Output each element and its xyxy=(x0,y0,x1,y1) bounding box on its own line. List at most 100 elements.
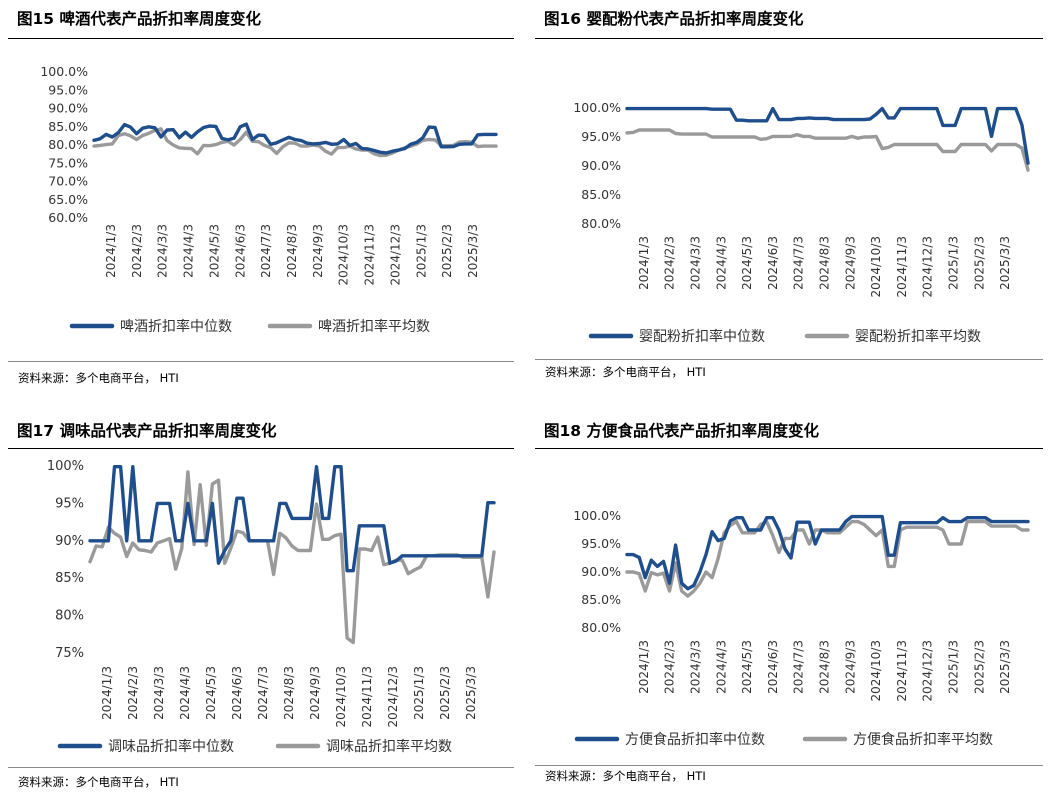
x-tick-label: 2025/3/3 xyxy=(998,236,1012,290)
x-tick-label: 2024/10/3 xyxy=(869,236,883,298)
legend-label: 调味品折扣率平均数 xyxy=(326,738,452,755)
panel-formula: 图16 婴配粉代表产品折扣率周度变化 100.0% 95.0% 90.0% 85.0%… xyxy=(535,6,1043,396)
x-tick-label: 2025/2/3 xyxy=(972,640,986,694)
y-tick-label: 85.0% xyxy=(581,187,621,202)
y-tick-label: 95% xyxy=(55,496,84,511)
x-tick-label: 2024/6/3 xyxy=(230,666,244,720)
chart-title: 图18 方便食品代表产品折扣率周度变化 xyxy=(544,422,819,440)
x-tick-label: 2025/3/3 xyxy=(464,666,478,720)
title-rule xyxy=(535,448,1043,449)
x-tick-label: 2024/7/3 xyxy=(259,224,273,278)
y-tick-label: 95.0% xyxy=(581,536,621,551)
y-tick-label: 80.0% xyxy=(581,216,621,231)
y-tick-label: 80.0% xyxy=(48,137,88,152)
chart-title: 图17 调味品代表产品折扣率周度变化 xyxy=(17,422,277,440)
series-line-average xyxy=(625,519,1030,598)
chart-title: 图16 婴配粉代表产品折扣率周度变化 xyxy=(544,10,804,28)
y-tick-label: 100.0% xyxy=(573,508,621,523)
y-tick-label: 90.0% xyxy=(581,564,621,579)
y-tick-label: 80.0% xyxy=(581,620,621,635)
source-rule xyxy=(8,361,514,362)
x-tick-label: 2024/5/3 xyxy=(740,236,754,290)
panel-condiment: 图17 调味品代表产品折扣率周度变化 100% 95% 90% 85% 80% 75% 20… xyxy=(8,418,514,792)
series-line-average xyxy=(625,128,1030,172)
x-tick-label: 2024/10/3 xyxy=(337,224,351,286)
y-tick-label: 75.0% xyxy=(48,155,88,170)
x-tick-label: 2024/11/3 xyxy=(363,224,377,286)
x-tick-label: 2024/7/3 xyxy=(792,236,806,290)
x-tick-label: 2024/5/3 xyxy=(204,666,218,720)
y-tick-label: 60.0% xyxy=(48,210,88,225)
x-tick-label: 2024/1/3 xyxy=(637,236,651,290)
y-tick-label: 70.0% xyxy=(48,174,88,189)
x-tick-label: 2024/12/3 xyxy=(921,236,935,298)
y-tick-label: 100% xyxy=(47,459,84,474)
x-tick-label: 2025/3/3 xyxy=(466,224,480,278)
x-tick-label: 2024/8/3 xyxy=(282,666,296,720)
title-rule xyxy=(8,448,514,449)
x-tick-label: 2024/9/3 xyxy=(308,666,322,720)
x-tick-label: 2024/11/3 xyxy=(360,666,374,728)
legend-label: 啤酒折扣率中位数 xyxy=(120,318,232,335)
y-tick-label: 75% xyxy=(55,646,84,661)
y-tick-label: 100.0% xyxy=(40,64,88,79)
x-tick-label: 2025/2/3 xyxy=(438,666,452,720)
legend-label: 方便食品折扣率中位数 xyxy=(625,731,765,748)
series-line-median xyxy=(625,106,1030,165)
y-tick-label: 95.0% xyxy=(48,82,88,97)
legend-label: 调味品折扣率中位数 xyxy=(108,738,234,755)
beer-chart: 100.0% 95.0% 90.0% 85.0% 80.0% 75.0% 70.0% 65.0… xyxy=(40,64,498,335)
x-tick-label: 2024/12/3 xyxy=(921,640,935,702)
x-tick-label: 2024/4/3 xyxy=(714,640,728,694)
y-tick-label: 65.0% xyxy=(48,192,88,207)
series-line-median xyxy=(625,514,1030,591)
condiment-chart: 100% 95% 90% 85% 80% 75% 2024/1/3 2024/2/3 2024/… xyxy=(47,459,496,755)
x-tick-label: 2024/6/3 xyxy=(766,236,780,290)
x-tick-label: 2025/1/3 xyxy=(947,236,961,290)
y-tick-label: 90.0% xyxy=(581,158,621,173)
instant-chart: 100.0% 95.0% 90.0% 85.0% 80.0% 2024/1/3 2024/2… xyxy=(573,508,1030,748)
panel-instant: 图18 方便食品代表产品折扣率周度变化 100.0% 95.0% 90.0% 85.0… xyxy=(535,418,1043,792)
x-tick-label: 2024/1/3 xyxy=(100,666,114,720)
x-tick-label: 2024/10/3 xyxy=(869,640,883,702)
x-tick-label: 2024/5/3 xyxy=(207,224,221,278)
formula-chart: 100.0% 95.0% 90.0% 85.0% 80.0% 2024/1/3 2024/2… xyxy=(573,100,1030,345)
chart-title: 图15 啤酒代表产品折扣率周度变化 xyxy=(17,10,261,28)
x-tick-label: 2024/9/3 xyxy=(311,224,325,278)
x-tick-label: 2025/1/3 xyxy=(947,640,961,694)
source-note: 资料来源：多个电商平台， HTI xyxy=(18,371,179,385)
x-tick-label: 2024/12/3 xyxy=(386,666,400,728)
source-rule xyxy=(535,765,1043,766)
x-tick-label: 2024/8/3 xyxy=(818,640,832,694)
y-tick-label: 80% xyxy=(55,609,84,624)
x-tick-label: 2024/2/3 xyxy=(663,236,677,290)
x-tick-label: 2025/3/3 xyxy=(998,640,1012,694)
x-tick-label: 2024/11/3 xyxy=(895,640,909,702)
x-tick-label: 2024/3/3 xyxy=(689,640,703,694)
x-tick-label: 2024/3/3 xyxy=(156,224,170,278)
x-tick-label: 2024/4/3 xyxy=(182,224,196,278)
x-tick-label: 2025/1/3 xyxy=(414,224,428,278)
y-tick-label: 85.0% xyxy=(48,119,88,134)
y-tick-label: 95.0% xyxy=(581,129,621,144)
x-tick-label: 2024/5/3 xyxy=(740,640,754,694)
x-tick-label: 2024/4/3 xyxy=(178,666,192,720)
x-tick-label: 2024/11/3 xyxy=(895,236,909,298)
x-tick-label: 2024/2/3 xyxy=(126,666,140,720)
series-line-median xyxy=(92,122,498,155)
y-tick-label: 90.0% xyxy=(48,101,88,116)
y-tick-label: 85.0% xyxy=(581,592,621,607)
x-tick-label: 2024/8/3 xyxy=(818,236,832,290)
series-line-median xyxy=(88,465,496,573)
legend-label: 啤酒折扣率平均数 xyxy=(318,318,430,335)
x-tick-label: 2024/10/3 xyxy=(334,666,348,728)
x-tick-label: 2024/12/3 xyxy=(388,224,402,286)
legend-label: 婴配粉折扣率平均数 xyxy=(855,328,981,345)
x-tick-label: 2024/4/3 xyxy=(714,236,728,290)
x-tick-label: 2024/6/3 xyxy=(766,640,780,694)
source-rule xyxy=(535,359,1043,360)
title-rule xyxy=(8,38,514,39)
y-tick-label: 90% xyxy=(55,534,84,549)
source-note: 资料来源：多个电商平台， HTI xyxy=(545,769,706,783)
x-tick-label: 2025/2/3 xyxy=(972,236,986,290)
